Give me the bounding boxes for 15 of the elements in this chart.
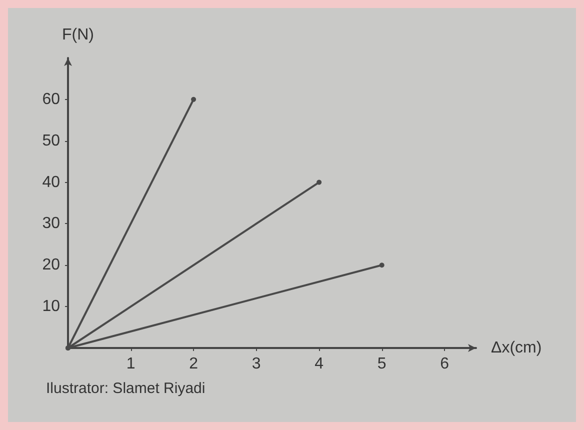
x-tick-label: 5 — [377, 356, 386, 372]
text: Ilustrator: Slamet Riyadi — [46, 380, 206, 397]
y-tick-label: 60 — [42, 90, 60, 108]
x-tick-label: 6 — [440, 356, 450, 372]
x-tick-label: 4 — [314, 356, 324, 372]
y-tick-label: 30 — [42, 215, 60, 232]
x-tick-label: 1 — [126, 356, 136, 372]
x-axis-title: Δx(cm) — [491, 340, 542, 356]
y-tick-label: 40 — [42, 174, 60, 191]
y-axis-title: F(N) — [62, 26, 94, 44]
x-tick-label: 3 — [252, 356, 261, 372]
y-tick-label: 50 — [42, 132, 60, 150]
y-tick-label: 20 — [42, 256, 60, 274]
y-tick-label: 10 — [42, 298, 60, 316]
x-tick-label: 2 — [189, 356, 198, 372]
